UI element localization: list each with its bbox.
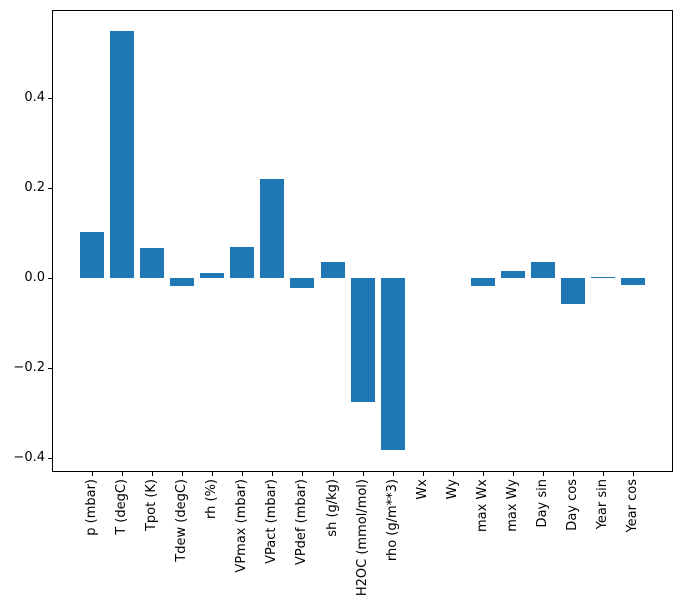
y-tick-mark (48, 188, 52, 190)
x-tick-mark (182, 472, 184, 476)
x-tick-mark (452, 472, 454, 476)
x-tick-mark (392, 472, 394, 476)
bar (230, 246, 255, 279)
x-tick-label: max Wy (504, 479, 520, 532)
x-tick-label: Year sin (594, 479, 610, 530)
x-tick-mark (272, 472, 274, 476)
x-tick-label: Wy (444, 479, 460, 500)
x-tick-label: VPmax (mbar) (234, 479, 250, 573)
x-tick-label: rho (g/m**3) (384, 479, 400, 562)
x-tick-label: VPact (mbar) (264, 479, 280, 564)
y-tick-label: 0.0 (24, 270, 45, 286)
bar (470, 278, 495, 287)
bar (170, 278, 195, 287)
bar (320, 261, 345, 279)
bar (110, 30, 135, 279)
x-tick-mark (602, 472, 604, 476)
bar (140, 248, 165, 279)
bar (260, 179, 285, 279)
y-tick-mark (48, 368, 52, 370)
bar (560, 278, 585, 305)
bar (500, 270, 525, 279)
x-tick-mark (302, 472, 304, 476)
y-tick-label: 0.4 (24, 90, 45, 106)
x-tick-mark (152, 472, 154, 476)
bar (290, 278, 315, 288)
bar (200, 272, 225, 279)
bar (80, 232, 105, 279)
x-tick-label: H2OC (mmol/mol) (354, 479, 370, 597)
y-tick-mark (48, 458, 52, 460)
y-tick-mark (48, 98, 52, 100)
x-tick-mark (242, 472, 244, 476)
y-tick-label: −0.2 (13, 360, 45, 376)
bar (380, 278, 405, 450)
x-tick-mark (542, 472, 544, 476)
bar (530, 261, 555, 279)
y-tick-label: 0.2 (24, 180, 45, 196)
x-tick-mark (122, 472, 124, 476)
x-tick-mark (572, 472, 574, 476)
x-tick-label: Day sin (534, 479, 550, 528)
bar (620, 278, 645, 286)
x-tick-label: T (degC) (114, 479, 130, 535)
x-tick-label: Tdew (degC) (174, 479, 190, 562)
x-tick-label: sh (g/kg) (324, 479, 340, 537)
plot-area (52, 10, 673, 472)
x-tick-label: Year cos (624, 479, 640, 533)
y-tick-label: −0.4 (13, 450, 45, 466)
x-tick-mark (512, 472, 514, 476)
x-tick-mark (332, 472, 334, 476)
x-tick-mark (212, 472, 214, 476)
x-tick-mark (482, 472, 484, 476)
x-tick-label: VPdef (mbar) (294, 479, 310, 566)
x-tick-mark (422, 472, 424, 476)
x-tick-label: max Wx (474, 479, 490, 533)
bar (350, 278, 375, 403)
bar (590, 276, 615, 279)
x-tick-label: Tpot (K) (144, 479, 160, 532)
x-tick-mark (632, 472, 634, 476)
x-tick-label: Wx (414, 479, 430, 500)
y-tick-mark (48, 278, 52, 280)
x-tick-label: p (mbar) (84, 479, 100, 536)
x-tick-mark (362, 472, 364, 476)
x-tick-mark (92, 472, 94, 476)
x-tick-label: rh (%) (204, 479, 220, 519)
x-tick-label: Day cos (564, 479, 580, 531)
